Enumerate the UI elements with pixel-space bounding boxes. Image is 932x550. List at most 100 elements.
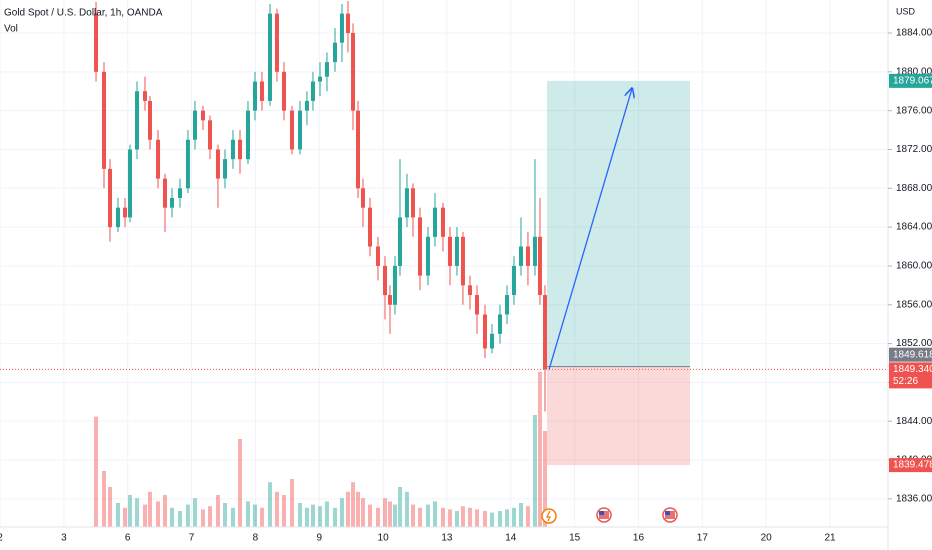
price-label: 1849.618 — [893, 349, 932, 360]
candle-body — [497, 314, 502, 334]
volume-bar — [324, 501, 329, 527]
volume-bar — [410, 504, 415, 527]
volume-bar — [519, 503, 524, 527]
price-label-bg — [889, 362, 932, 389]
volume-bar — [310, 504, 315, 527]
candle-body — [94, 13, 99, 72]
countdown: 52:26 — [893, 376, 918, 387]
candle-body — [519, 246, 524, 266]
volume-bar — [355, 491, 360, 527]
y-tick-label: 1864.000 — [896, 222, 932, 233]
volume-bar — [123, 507, 128, 527]
event-icons — [541, 507, 678, 524]
volume-bar — [281, 495, 286, 527]
volume-bar — [537, 371, 542, 527]
volume-bar — [192, 498, 197, 527]
y-tick-label: 1884.000 — [896, 28, 932, 39]
volume-bar — [532, 415, 537, 527]
x-tick-label: 6 — [125, 533, 131, 544]
volume-bar — [525, 506, 530, 527]
candle-body — [127, 149, 132, 218]
volume-bar — [543, 431, 548, 527]
candle-body — [162, 178, 167, 208]
target-zone — [546, 80, 691, 367]
candle-body — [123, 207, 128, 218]
x-tick-label: 8 — [253, 533, 259, 544]
flag-canton — [599, 511, 604, 515]
candle-body — [404, 188, 409, 218]
volume-bar — [432, 501, 437, 527]
volume-bar — [253, 504, 258, 527]
volume-layer — [94, 371, 548, 527]
volume-bar — [454, 511, 459, 527]
volume-bar — [185, 504, 190, 527]
x-tick-label: 17 — [697, 533, 709, 544]
volume-bar — [339, 498, 344, 527]
candle-body — [368, 207, 372, 247]
candle-body — [410, 188, 415, 218]
volume-bar — [223, 503, 228, 527]
candle-body — [135, 91, 140, 150]
price-label: 1839.478 — [893, 460, 932, 471]
volume-bar — [215, 495, 220, 527]
y-tick-label: 1860.000 — [896, 261, 932, 272]
volume-bar — [207, 506, 212, 527]
volume-bar — [475, 509, 480, 527]
volume-bar — [304, 507, 309, 527]
candle-body — [147, 100, 152, 140]
candle-body — [298, 110, 303, 150]
x-tick-label: 7 — [189, 533, 195, 544]
candle-body — [281, 71, 286, 111]
volume-bar — [318, 506, 323, 527]
x-tick-label: 16 — [633, 533, 645, 544]
volume-bar — [497, 511, 502, 527]
volume-bar — [505, 509, 510, 527]
candle-body — [156, 139, 161, 179]
volume-bar — [162, 495, 167, 527]
volume-bar — [404, 491, 409, 527]
candle-body — [185, 139, 190, 189]
candle-body — [425, 236, 430, 276]
candle-body — [398, 217, 403, 266]
candle-body — [525, 246, 530, 266]
candle-body — [223, 159, 228, 179]
y-tick-label: 1856.000 — [896, 299, 932, 310]
candle-body — [505, 295, 510, 315]
volume-bar — [398, 487, 403, 527]
volume-bar — [392, 504, 397, 527]
candle-body — [115, 207, 120, 228]
candle-body — [355, 110, 360, 189]
y-tick-label: 1880.000 — [896, 66, 932, 77]
candle-body — [333, 42, 338, 63]
candle-body — [215, 149, 220, 179]
candle-body — [392, 265, 397, 305]
volume-bar — [360, 498, 365, 527]
candle-body — [475, 295, 480, 315]
price-label: 1849.340 — [893, 364, 932, 375]
candle-body — [230, 139, 235, 160]
volume-bar — [115, 503, 120, 527]
volume-bar — [345, 491, 350, 527]
x-tick-label: 13 — [441, 533, 453, 544]
y-tick-label: 1844.000 — [896, 416, 932, 427]
volume-bar — [135, 498, 140, 527]
dividend-icon[interactable] — [541, 508, 557, 524]
trend-arrow — [548, 88, 632, 370]
volume-bar — [298, 503, 303, 527]
candle-body — [383, 265, 388, 296]
volume-bar — [289, 479, 294, 527]
candle-body — [454, 236, 459, 266]
volume-bar — [102, 471, 107, 527]
volume-bar — [268, 482, 273, 527]
position-layer — [0, 80, 888, 466]
candle-body — [259, 81, 264, 101]
candle-body — [467, 285, 472, 296]
x-tick-label: 3 — [61, 533, 67, 544]
volume-bar — [467, 507, 472, 527]
candle-body — [142, 91, 147, 101]
x-tick-label: 10 — [378, 533, 390, 544]
candle-body — [177, 188, 182, 198]
candle-body — [310, 81, 315, 101]
candle-body — [108, 168, 113, 228]
